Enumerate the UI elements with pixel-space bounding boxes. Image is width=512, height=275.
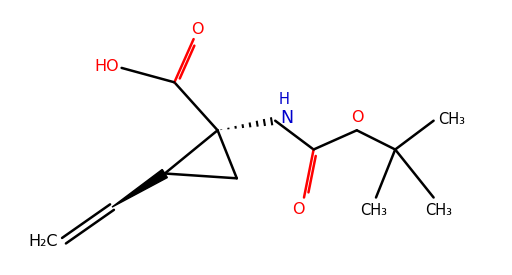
Text: O: O bbox=[292, 202, 305, 217]
Text: CH₃: CH₃ bbox=[438, 112, 465, 127]
Text: O: O bbox=[191, 22, 204, 37]
Text: O: O bbox=[352, 109, 364, 125]
Text: H: H bbox=[279, 92, 289, 107]
Text: CH₃: CH₃ bbox=[360, 203, 387, 218]
Text: H₂C: H₂C bbox=[29, 234, 58, 249]
Text: HO: HO bbox=[95, 59, 119, 75]
Text: CH₃: CH₃ bbox=[425, 203, 452, 218]
Text: N: N bbox=[280, 109, 293, 127]
Polygon shape bbox=[112, 169, 167, 207]
